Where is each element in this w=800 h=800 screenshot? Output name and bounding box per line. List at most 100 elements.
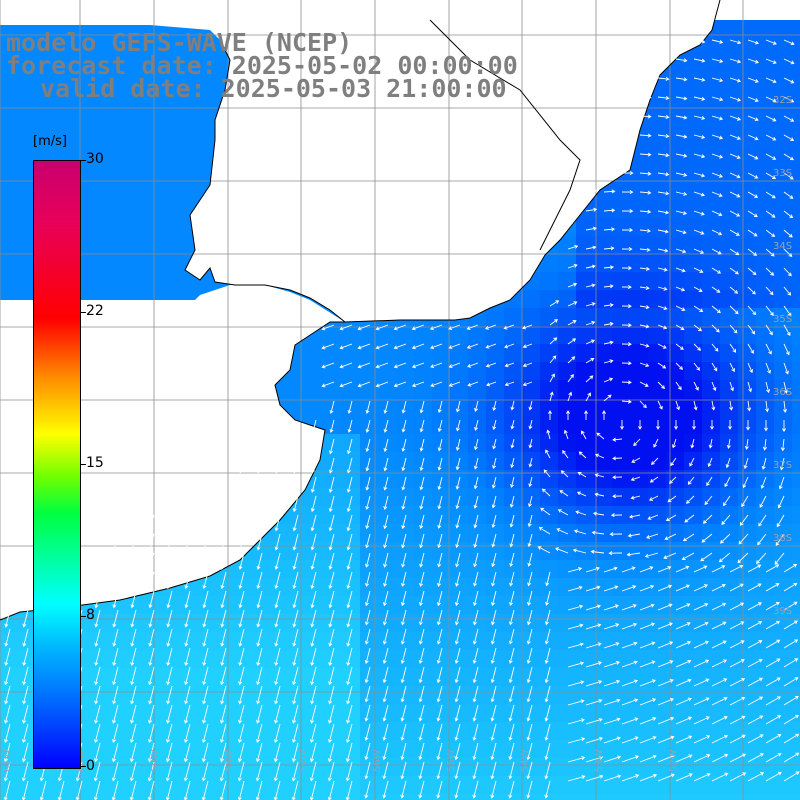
field-cell: [396, 578, 415, 597]
field-cell: [702, 452, 721, 471]
field-cell: [594, 578, 613, 597]
wind-arrow: [436, 704, 443, 722]
wind-arrow: [693, 267, 704, 273]
field-cell: [792, 578, 800, 597]
wind-arrow: [382, 685, 389, 703]
wind-arrow: [328, 476, 335, 493]
wind-arrow: [111, 780, 119, 800]
field-cell: [162, 272, 181, 291]
field-cell: [612, 596, 631, 615]
field-cell: [144, 794, 163, 800]
wind-arrow: [693, 716, 710, 725]
wind-arrow: [202, 628, 209, 647]
field-cell: [558, 380, 577, 399]
wind-arrow: [590, 549, 605, 554]
wind-arrow: [603, 698, 621, 706]
field-cell: [540, 308, 559, 327]
wind-arrow: [400, 647, 407, 665]
wind-arrow: [603, 585, 619, 592]
wind-arrow: [729, 172, 741, 179]
field-cell: [684, 578, 703, 597]
wind-arrow: [526, 666, 533, 684]
wind-arrow: [238, 552, 245, 570]
field-cell: [288, 578, 307, 597]
wind-arrow: [585, 661, 603, 668]
wind-arrow: [256, 685, 263, 705]
field-cell: [576, 452, 595, 471]
field-cell: [702, 380, 721, 399]
field-cell: [756, 74, 775, 93]
wind-arrow: [346, 514, 353, 532]
wind-arrow: [567, 775, 586, 782]
wind-arrow: [675, 362, 684, 370]
field-cell: [108, 218, 127, 237]
wind-arrow: [765, 58, 777, 65]
field-cell: [144, 650, 163, 669]
field-cell: [414, 794, 433, 800]
wind-arrow: [291, 761, 299, 782]
field-cell: [144, 92, 163, 111]
wind-arrow: [345, 723, 353, 744]
field-cell: [648, 650, 667, 669]
field-cell: [666, 362, 685, 381]
wind-arrow: [4, 647, 11, 667]
wind-arrow: [309, 742, 317, 763]
field-cell: [180, 272, 199, 291]
wind-arrow: [747, 96, 759, 102]
field-cell: [774, 74, 793, 93]
wind-arrow: [418, 647, 425, 664]
field-cell: [594, 596, 613, 615]
field-cell: [432, 560, 451, 579]
field-cell: [432, 362, 451, 381]
wind-arrow: [639, 343, 650, 348]
wind-arrow: [328, 495, 335, 513]
wind-arrow: [130, 609, 137, 628]
field-cell: [666, 272, 685, 291]
field-cell: [666, 794, 685, 800]
field-cell: [414, 524, 433, 543]
field-cell: [216, 794, 235, 800]
wind-arrow: [522, 324, 533, 330]
field-cell: [702, 182, 721, 201]
wind-arrow: [621, 622, 638, 630]
field-cell: [756, 704, 775, 723]
wind-arrow: [639, 133, 652, 138]
wind-arrow: [747, 248, 758, 256]
wind-arrow: [527, 590, 533, 606]
field-cell: [324, 326, 343, 345]
wind-arrow: [567, 718, 585, 725]
wind-arrow: [364, 723, 371, 741]
field-cell: [324, 614, 343, 633]
wind-arrow: [75, 761, 83, 782]
field-cell: [144, 272, 163, 291]
field-cell: [234, 758, 253, 777]
wind-arrow: [455, 419, 461, 432]
field-cell: [594, 560, 613, 579]
wind-arrow: [657, 400, 663, 410]
field-cell: [666, 560, 685, 579]
field-cell: [0, 740, 19, 759]
wind-arrow: [620, 420, 624, 430]
field-cell: [648, 488, 667, 507]
wind-arrow: [765, 324, 773, 336]
wind-arrow: [707, 457, 713, 468]
field-cell: [396, 704, 415, 723]
field-cell: [432, 380, 451, 399]
wind-arrow: [693, 134, 706, 140]
field-cell: [306, 704, 325, 723]
field-cell: [36, 74, 55, 93]
wind-arrow: [490, 647, 497, 664]
wind-arrow: [711, 565, 726, 573]
wind-arrow: [274, 647, 281, 667]
field-cell: [126, 200, 145, 219]
wind-arrow: [528, 476, 533, 488]
wind-arrow: [473, 552, 479, 568]
field-cell: [144, 146, 163, 165]
wind-arrow: [603, 755, 622, 763]
wind-arrow: [202, 476, 209, 493]
wind-arrow: [657, 622, 673, 630]
wind-arrow: [783, 172, 794, 180]
wind-arrow: [621, 755, 640, 763]
wind-arrow: [603, 394, 612, 402]
wind-arrow: [526, 704, 533, 722]
